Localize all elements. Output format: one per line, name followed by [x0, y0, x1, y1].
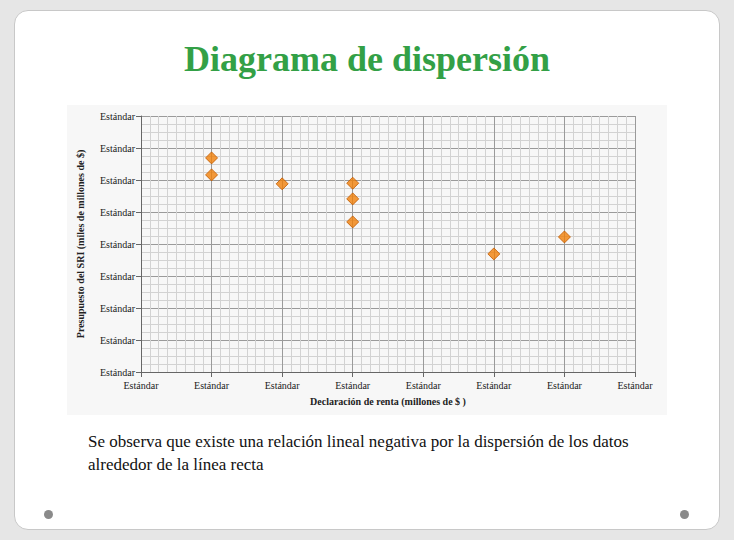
svg-text:Estándar: Estándar [194, 380, 230, 391]
svg-text:Estándar: Estándar [406, 380, 442, 391]
svg-text:Estándar: Estándar [476, 380, 512, 391]
svg-text:Estándar: Estándar [100, 143, 136, 154]
svg-text:Estándar: Estándar [265, 380, 301, 391]
svg-text:Estándar: Estándar [100, 111, 136, 122]
svg-text:Estándar: Estándar [100, 271, 136, 282]
svg-text:Estándar: Estándar [100, 303, 136, 314]
svg-text:Estándar: Estándar [335, 380, 371, 391]
svg-text:Estándar: Estándar [618, 380, 654, 391]
svg-text:Estándar: Estándar [124, 380, 160, 391]
svg-text:Presupuesto del SRI (miles de: Presupuesto del SRI (miles de millones d… [75, 150, 87, 338]
svg-text:Estándar: Estándar [100, 175, 136, 186]
svg-text:Estándar: Estándar [100, 239, 136, 250]
svg-text:Declaración de renta (millones: Declaración de renta (millones de $ ) [310, 396, 466, 408]
html-text:Se observa que existe una rela: Se observa que existe una relación linea… [88, 432, 629, 474]
svg-text:Estándar: Estándar [100, 207, 136, 218]
svg-text:Estándar: Estándar [100, 367, 136, 378]
svg-text:Estándar: Estándar [100, 335, 136, 346]
svg-text:Estándar: Estándar [547, 380, 583, 391]
html-text:Diagrama de dispersión: Diagrama de dispersión [184, 39, 550, 79]
